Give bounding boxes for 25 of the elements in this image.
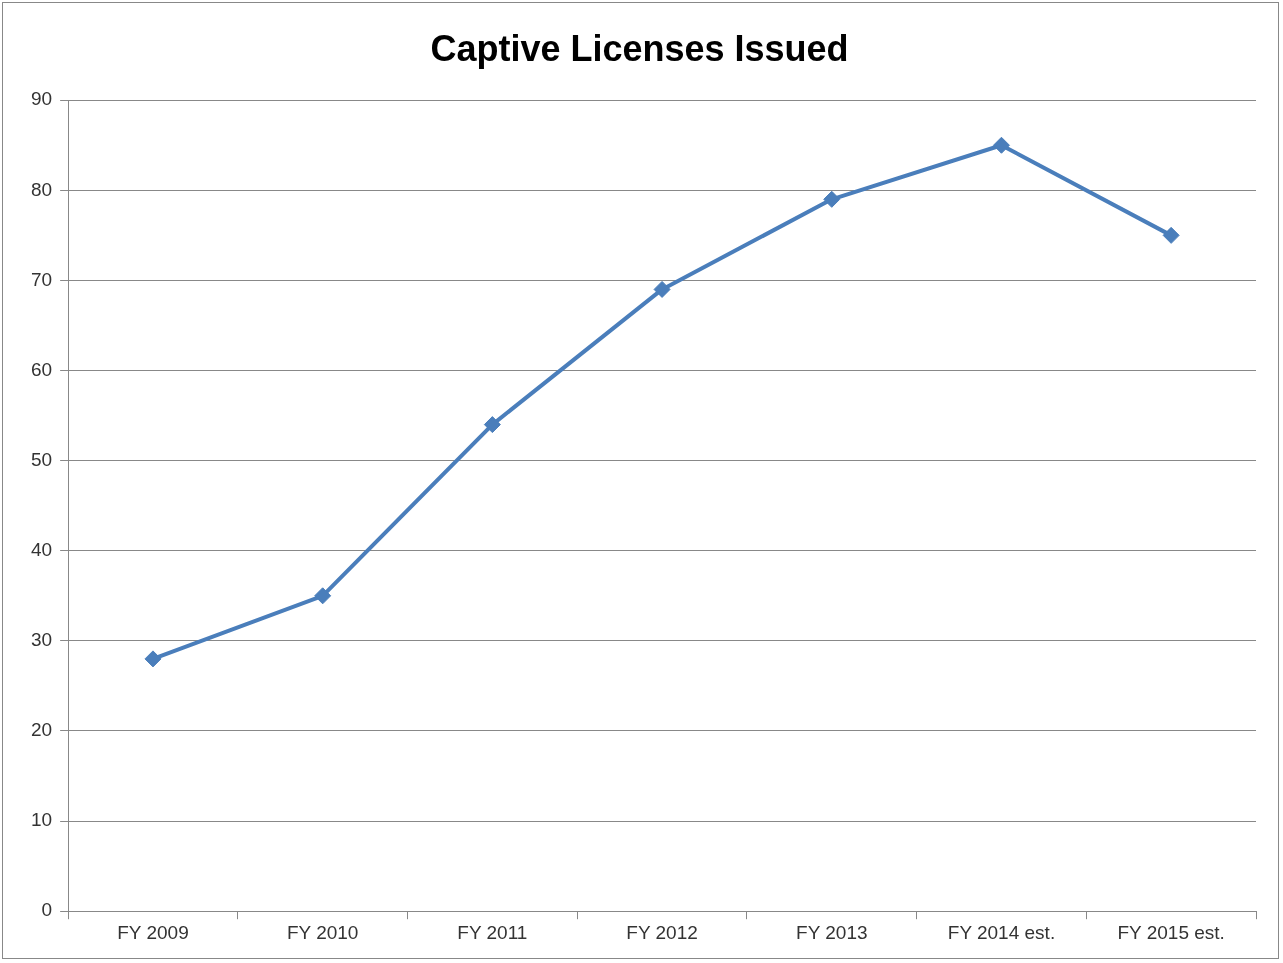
chart-title: Captive Licenses Issued [430, 27, 849, 69]
y-tick-label: 30 [30, 629, 53, 651]
y-tick-label: 90 [30, 88, 53, 110]
point [314, 587, 332, 605]
point [653, 280, 671, 298]
y-tick-label: 70 [30, 268, 53, 290]
point [483, 416, 501, 434]
x-tick-label: FY 2011 [457, 921, 528, 943]
x-tick-label: FY 2009 [117, 921, 189, 943]
y-tick-label: 50 [30, 448, 53, 470]
y-tick-label: 20 [30, 719, 53, 741]
x-tick-label: FY 2012 [626, 921, 698, 943]
y-tick-label: 40 [30, 538, 53, 560]
y-tick-label: 60 [30, 358, 53, 380]
y-tick-label: 0 [41, 899, 53, 921]
x-tick-label: FY 2014 est. [947, 921, 1056, 943]
point [144, 650, 162, 668]
point [1162, 226, 1180, 244]
x-tick-label: FY 2015 est. [1117, 921, 1225, 943]
point [823, 190, 841, 208]
x-tick-label: FY 2010 [286, 921, 359, 943]
point [992, 136, 1010, 154]
x-tick-label: FY 2013 [796, 921, 868, 943]
y-tick-label: 10 [30, 809, 53, 831]
y-tick-label: 80 [30, 178, 53, 200]
